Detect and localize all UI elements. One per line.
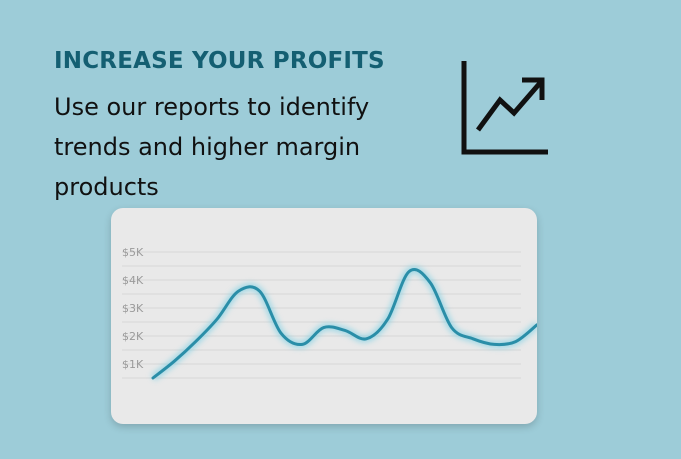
series-line-glow bbox=[150, 266, 537, 381]
trend-icon-axes bbox=[461, 61, 548, 155]
y-tick-label: $1K bbox=[122, 358, 144, 371]
y-tick-label: $4K bbox=[122, 274, 144, 287]
trend-icon-arrowhead bbox=[522, 77, 545, 100]
chart-y-ticks: $1K $2K $3K $4K $5K bbox=[122, 246, 144, 371]
trend-icon-line bbox=[475, 81, 542, 132]
subtext: Use our reports to identify trends and h… bbox=[54, 93, 370, 201]
y-tick-label: $2K bbox=[122, 330, 144, 343]
chart-grid bbox=[122, 251, 521, 379]
line-chart: $1K $2K $3K $4K $5K bbox=[122, 246, 537, 381]
series-line bbox=[151, 268, 537, 380]
y-tick-label: $3K bbox=[122, 302, 144, 315]
chart-card: $1K $2K $3K $4K $5K bbox=[111, 208, 537, 424]
trend-up-chart-icon bbox=[461, 61, 548, 155]
headline: INCREASE YOUR PROFITS bbox=[54, 48, 385, 74]
y-tick-label: $5K bbox=[122, 246, 144, 259]
